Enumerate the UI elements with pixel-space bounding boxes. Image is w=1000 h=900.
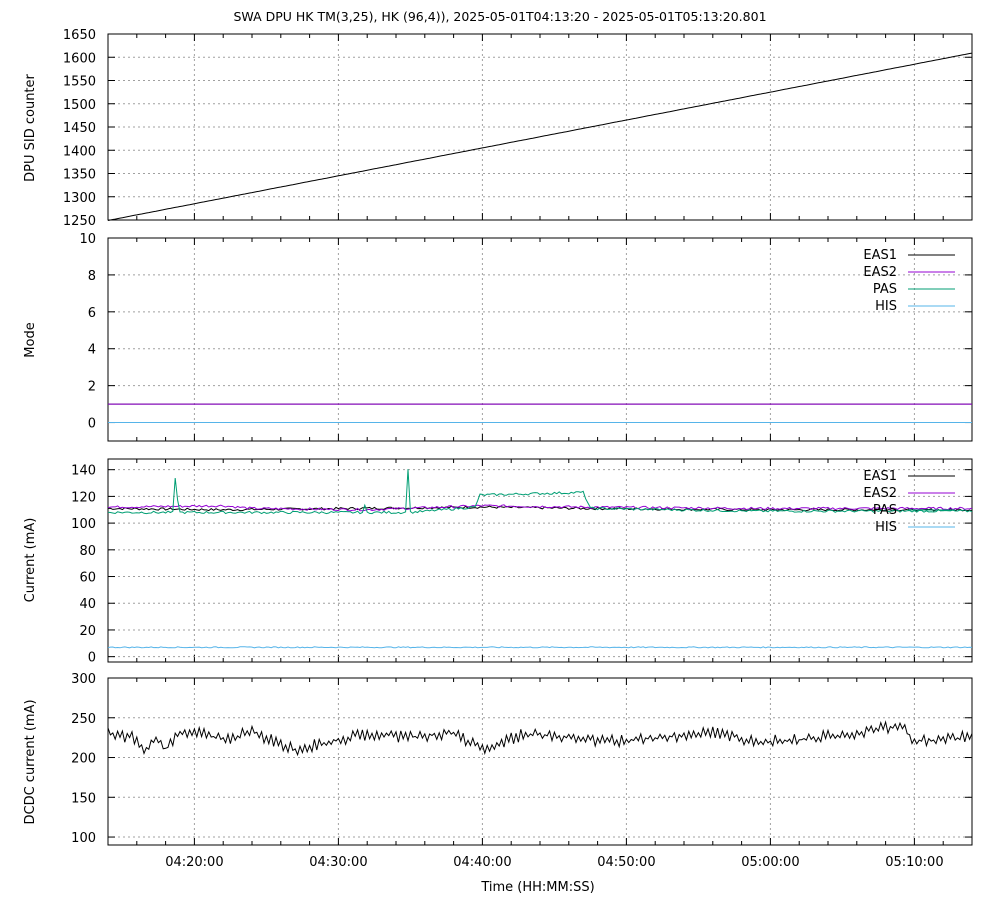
y-tick-label: 60 xyxy=(79,571,96,586)
y-tick-label: 80 xyxy=(79,544,96,559)
y-tick-label: 10 xyxy=(79,232,96,247)
y-tick-label: 0 xyxy=(88,651,96,666)
series-line-main xyxy=(107,52,973,221)
legend-label-eas1: EAS1 xyxy=(863,469,897,484)
legend-label-pas: PAS xyxy=(873,503,897,518)
y-tick-label: 6 xyxy=(88,306,96,321)
y-tick-label: 250 xyxy=(71,712,96,727)
y-tick-label: 20 xyxy=(79,624,96,639)
y-tick-label: 100 xyxy=(71,517,96,532)
y-tick-label: 1650 xyxy=(63,28,96,43)
plot-frame xyxy=(107,33,973,221)
y-axis-label: DCDC current (mA) xyxy=(23,699,38,824)
y-axis-label: Mode xyxy=(23,322,38,357)
plot-frame xyxy=(107,458,973,663)
legend-label-his: HIS xyxy=(875,520,897,535)
y-tick-label: 1600 xyxy=(63,51,96,66)
y-axis-label: DPU SID counter xyxy=(23,73,38,181)
y-tick-label: 2 xyxy=(88,380,96,395)
legend-label-pas: PAS xyxy=(873,282,897,297)
chart-panel-3: 100 150 200 250 300 DCDC current (mA) 04:20:00… xyxy=(23,672,973,870)
y-tick-label: 4 xyxy=(88,343,96,358)
y-axis-label: Current (mA) xyxy=(23,518,38,603)
series-line-main xyxy=(107,720,973,757)
legend-label-eas2: EAS2 xyxy=(863,265,897,280)
series-line-his xyxy=(107,646,973,649)
legend-label-eas1: EAS1 xyxy=(863,248,897,263)
y-tick-label: 120 xyxy=(71,490,96,505)
legend-label-his: HIS xyxy=(875,299,897,314)
chart-panels: 125013001350140014501500155016001650DPU … xyxy=(23,28,973,870)
chart-panel-2: 0 20 40 60 80 100 120 140 Current (mA) EAS1 EAS2 PA… xyxy=(23,458,973,666)
x-axis-label: Time (HH:MM:SS) xyxy=(480,880,594,895)
chart-panel-1: 0 2 4 6 8 10 Mode EAS1 EAS2 PAS HIS xyxy=(23,232,973,442)
y-tick-label: 150 xyxy=(71,791,96,806)
y-tick-label: 8 xyxy=(88,269,96,284)
chart-title: SWA DPU HK TM(3,25), HK (96,4)), 2025-05… xyxy=(233,9,766,24)
x-tick-label: 04:50:00 xyxy=(597,855,655,870)
chart-panel-0: 1250 1300 1350 1400 1450 1500 1550 1600 1650 DPU … xyxy=(23,28,973,229)
y-tick-label: 40 xyxy=(79,597,96,612)
y-tick-label: 1450 xyxy=(63,121,96,136)
x-tick-label: 04:40:00 xyxy=(453,855,511,870)
plot-frame xyxy=(107,237,973,442)
legend-label-eas2: EAS2 xyxy=(863,486,897,501)
plot-frame xyxy=(107,677,973,846)
y-tick-label: 200 xyxy=(71,752,96,767)
y-tick-label: 300 xyxy=(71,672,96,687)
x-tick-label: 05:00:00 xyxy=(741,855,799,870)
y-tick-label: 140 xyxy=(71,464,96,479)
y-tick-label: 1550 xyxy=(63,75,96,90)
y-tick-label: 1500 xyxy=(63,98,96,113)
series-line-pas xyxy=(107,469,973,515)
y-tick-label: 1400 xyxy=(63,144,96,159)
series-line-eas2 xyxy=(107,504,973,512)
y-tick-label: 0 xyxy=(88,417,96,432)
x-tick-label: 04:30:00 xyxy=(309,855,367,870)
x-tick-label: 05:10:00 xyxy=(885,855,943,870)
x-tick-label: 04:20:00 xyxy=(165,855,223,870)
y-tick-label: 1300 xyxy=(63,191,96,206)
y-tick-label: 100 xyxy=(71,831,96,846)
y-tick-label: 1250 xyxy=(63,214,96,229)
y-tick-label: 1350 xyxy=(63,168,96,183)
